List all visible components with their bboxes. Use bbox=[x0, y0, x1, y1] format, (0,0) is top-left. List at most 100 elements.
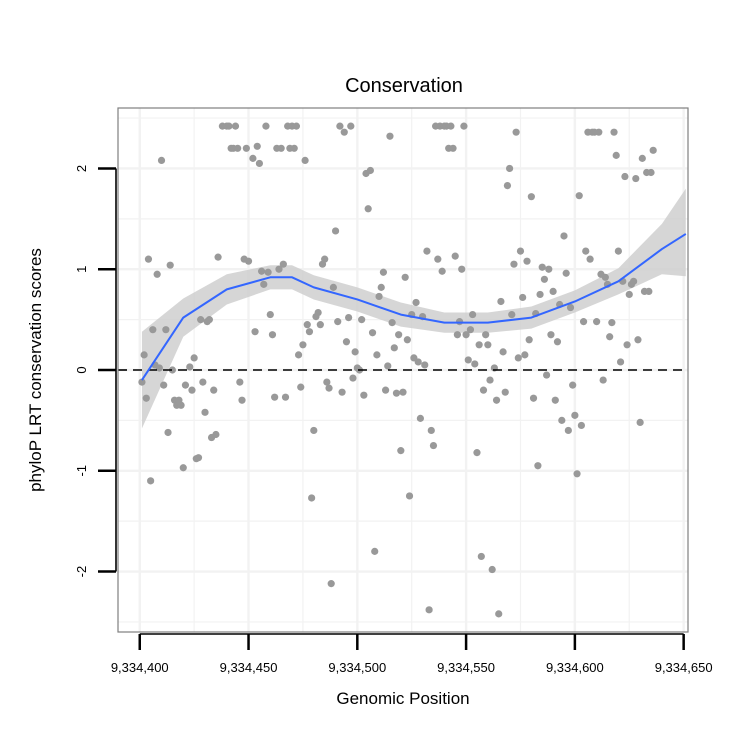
data-point bbox=[523, 257, 531, 265]
data-point bbox=[390, 344, 398, 352]
data-point bbox=[423, 247, 431, 255]
data-point bbox=[525, 336, 533, 344]
data-point bbox=[214, 253, 222, 261]
data-point bbox=[238, 396, 246, 404]
x-tick-label: 9,334,650 bbox=[655, 660, 713, 675]
data-point bbox=[401, 273, 409, 281]
data-point bbox=[210, 386, 218, 394]
y-tick-label: -2 bbox=[74, 566, 89, 578]
data-point bbox=[403, 336, 411, 344]
data-point bbox=[542, 371, 551, 379]
data-point bbox=[551, 396, 559, 404]
data-point bbox=[386, 132, 394, 140]
data-point bbox=[149, 326, 157, 334]
data-point bbox=[460, 122, 468, 130]
data-point bbox=[310, 426, 318, 435]
data-point bbox=[316, 321, 324, 329]
data-point bbox=[534, 462, 542, 470]
data-point bbox=[253, 142, 261, 150]
data-point bbox=[260, 280, 268, 288]
data-point bbox=[477, 552, 485, 561]
y-axis-title: phyloP LRT conservation scores bbox=[26, 248, 45, 492]
data-point bbox=[529, 394, 538, 402]
data-point bbox=[190, 354, 198, 362]
data-point bbox=[475, 341, 483, 349]
data-point bbox=[155, 364, 163, 372]
x-tick-label: 9,334,400 bbox=[111, 660, 169, 675]
data-point bbox=[303, 321, 311, 329]
data-point bbox=[405, 492, 414, 500]
data-point bbox=[342, 338, 351, 346]
data-point bbox=[616, 358, 625, 366]
data-point bbox=[451, 252, 459, 260]
data-point bbox=[297, 383, 305, 391]
data-point bbox=[434, 255, 442, 263]
data-point bbox=[327, 580, 335, 588]
data-point bbox=[545, 265, 553, 273]
data-point bbox=[484, 341, 492, 349]
data-point bbox=[231, 122, 240, 130]
data-point bbox=[569, 381, 577, 389]
data-point bbox=[479, 386, 488, 394]
data-point bbox=[614, 247, 622, 255]
data-point bbox=[414, 358, 422, 366]
data-point bbox=[473, 449, 481, 457]
data-point bbox=[255, 159, 264, 168]
data-point bbox=[449, 144, 457, 152]
data-point bbox=[636, 418, 644, 426]
data-point bbox=[482, 331, 490, 339]
data-point bbox=[512, 128, 520, 136]
data-point bbox=[160, 381, 168, 389]
data-point bbox=[251, 328, 259, 336]
data-point bbox=[281, 393, 290, 401]
data-point bbox=[564, 426, 572, 435]
data-point bbox=[366, 166, 374, 175]
x-axis: 9,334,400 9,334,450 9,334,500 9,334,550 9,33… bbox=[111, 633, 713, 675]
data-point bbox=[625, 290, 633, 299]
data-point bbox=[560, 232, 568, 240]
data-point bbox=[492, 396, 501, 404]
data-point bbox=[632, 174, 640, 183]
data-point bbox=[573, 470, 581, 478]
data-point bbox=[314, 308, 322, 317]
data-point bbox=[379, 268, 388, 276]
data-point bbox=[336, 122, 344, 130]
data-point bbox=[495, 610, 503, 618]
data-point bbox=[601, 273, 609, 281]
data-point bbox=[503, 181, 512, 190]
data-point bbox=[421, 361, 429, 369]
data-point bbox=[516, 247, 525, 255]
data-point bbox=[384, 362, 392, 370]
data-point bbox=[399, 388, 407, 396]
data-point bbox=[595, 128, 603, 136]
data-point bbox=[142, 394, 150, 402]
x-tick-label: 9,334,500 bbox=[328, 660, 386, 675]
data-point bbox=[164, 428, 172, 437]
data-point bbox=[464, 356, 472, 364]
data-point bbox=[290, 144, 298, 152]
data-point bbox=[506, 164, 514, 173]
data-point bbox=[275, 265, 283, 273]
data-point bbox=[608, 319, 616, 327]
y-tick-label: -1 bbox=[74, 465, 89, 477]
data-point bbox=[429, 441, 438, 450]
data-point bbox=[292, 122, 300, 130]
data-point bbox=[329, 283, 337, 291]
data-point bbox=[257, 267, 266, 275]
data-point bbox=[264, 268, 272, 276]
smooth-line bbox=[141, 233, 687, 381]
data-point bbox=[364, 205, 372, 213]
data-point bbox=[144, 255, 153, 263]
confidence-band bbox=[141, 188, 686, 429]
data-point bbox=[334, 318, 342, 326]
data-point bbox=[579, 318, 588, 326]
data-point bbox=[645, 287, 653, 295]
y-tick-label: 1 bbox=[74, 266, 89, 273]
data-point bbox=[277, 144, 285, 152]
data-point bbox=[271, 393, 279, 401]
data-point bbox=[358, 316, 366, 324]
data-point bbox=[471, 360, 479, 368]
data-point bbox=[147, 477, 155, 485]
data-point bbox=[606, 333, 614, 341]
